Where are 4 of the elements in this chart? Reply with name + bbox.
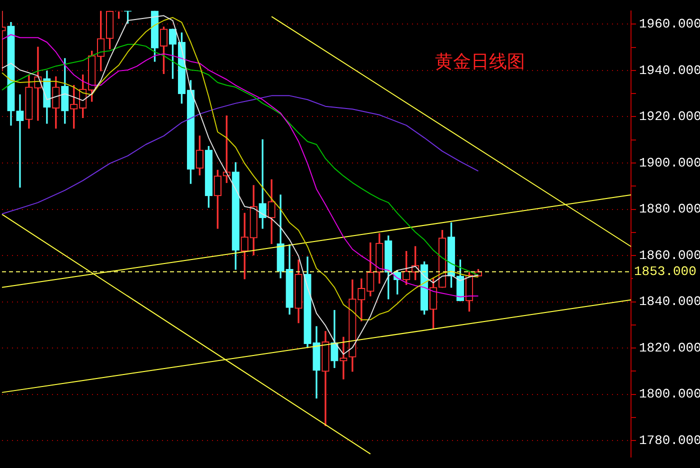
- text: 黄金日线图: [435, 51, 525, 72]
- ref-line-label: 1853.000: [634, 264, 696, 280]
- candlestick: [16, 94, 24, 188]
- candlestick: [340, 336, 348, 380]
